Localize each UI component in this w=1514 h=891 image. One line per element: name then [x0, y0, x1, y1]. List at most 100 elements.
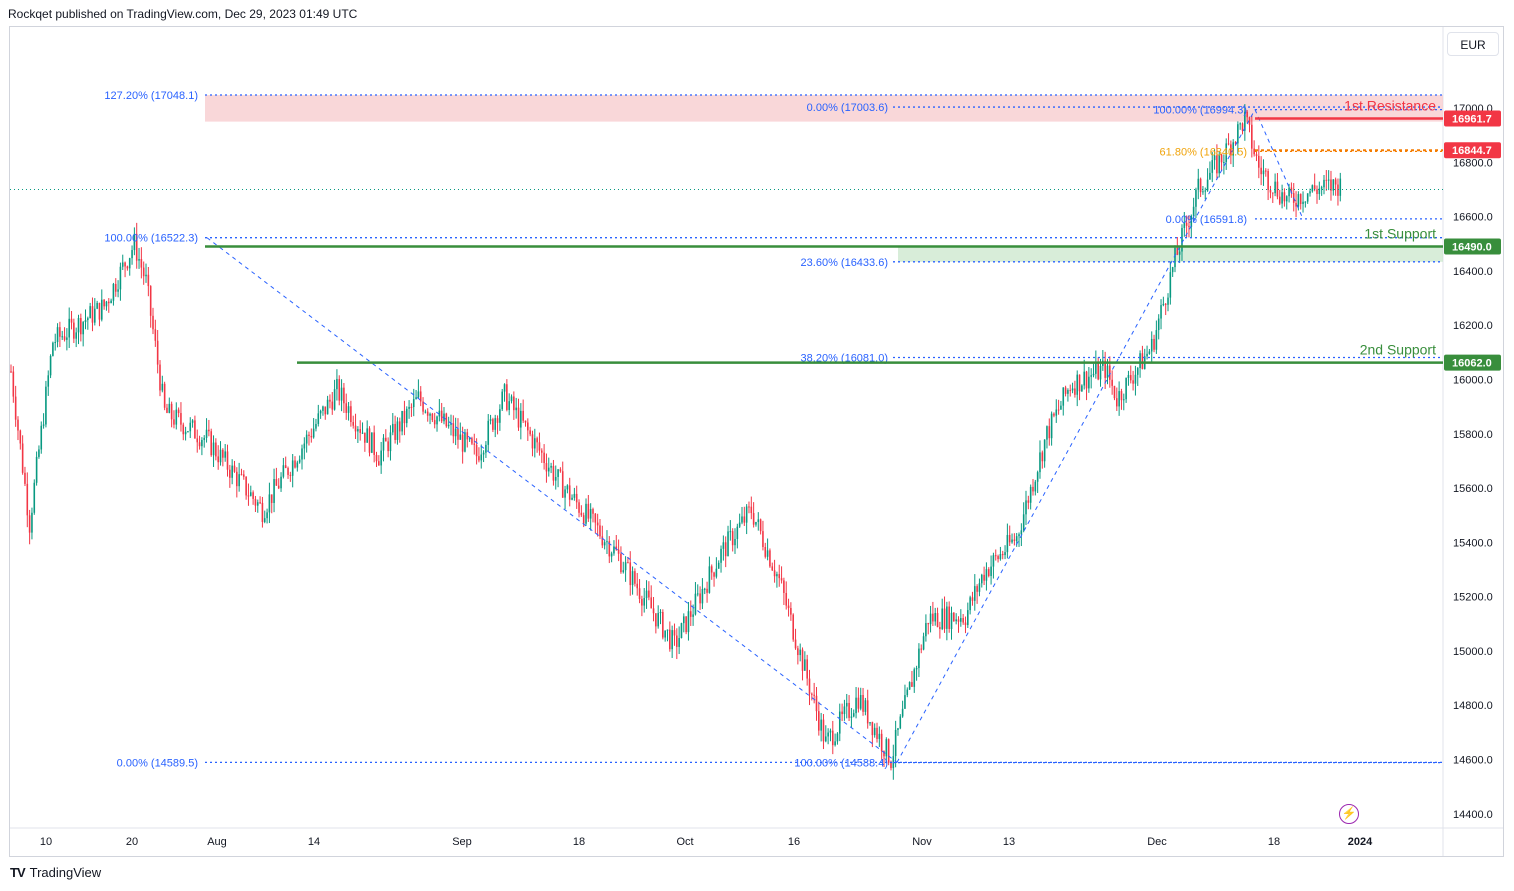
- candle-body: [1325, 179, 1328, 181]
- candle-body: [35, 456, 38, 483]
- candle-body: [475, 444, 478, 457]
- candle-body: [1288, 187, 1290, 197]
- candle-body: [387, 441, 389, 452]
- candle-body: [1199, 178, 1202, 193]
- candle-body: [1295, 202, 1297, 207]
- candle-body: [1318, 188, 1321, 195]
- candle-body: [953, 612, 955, 622]
- price-badge-label: 16062.0: [1452, 358, 1492, 370]
- candle-body: [1129, 375, 1132, 381]
- candle-body: [63, 336, 66, 340]
- candle-body: [1332, 179, 1335, 191]
- candle-body: [177, 409, 180, 414]
- candle-body: [980, 574, 983, 584]
- candle-body: [645, 590, 648, 599]
- candle-body: [748, 506, 750, 508]
- fib-label: 100.00% (16994.3): [1153, 105, 1247, 117]
- candle-body: [89, 306, 91, 319]
- candle-body: [955, 619, 957, 622]
- candle-body: [1092, 373, 1095, 376]
- x-tick-label: Dec: [1147, 836, 1167, 848]
- candle-body: [1190, 215, 1193, 227]
- candle-body: [1109, 365, 1111, 380]
- candle-body: [794, 639, 797, 649]
- fib-trendline: [206, 237, 898, 763]
- candle-body: [797, 648, 799, 656]
- candle-body: [759, 519, 762, 532]
- candle-body: [957, 619, 960, 622]
- candle-body: [568, 485, 571, 500]
- candle-body: [599, 525, 601, 537]
- candle-body: [96, 302, 98, 309]
- candle-body: [482, 452, 485, 455]
- candle-body: [1097, 362, 1099, 380]
- candle-body: [187, 431, 189, 433]
- candle-body: [627, 562, 629, 564]
- candle-body: [380, 450, 382, 466]
- candle-body: [799, 649, 801, 656]
- candle-body: [1302, 201, 1304, 204]
- candle-body: [1055, 409, 1058, 416]
- candle-body: [736, 526, 739, 539]
- candle-body: [454, 428, 457, 437]
- candle-body: [1167, 297, 1169, 305]
- candle-body: [608, 541, 611, 557]
- candle-body: [943, 608, 946, 629]
- candle-body: [717, 562, 720, 569]
- resistance-zone: [205, 94, 1443, 122]
- candle-body: [1262, 170, 1265, 175]
- candle-body: [226, 451, 229, 470]
- candle-body: [47, 375, 50, 387]
- candle-body: [1011, 539, 1013, 543]
- tradingview-mark-icon: TV: [10, 865, 26, 880]
- candle-body: [848, 702, 850, 718]
- candle-body: [906, 689, 909, 696]
- candle-body: [298, 459, 301, 463]
- candle-body: [820, 719, 822, 731]
- currency-button[interactable]: EUR: [1447, 32, 1499, 56]
- candle-body: [603, 542, 606, 546]
- candle-body: [412, 399, 415, 408]
- candle-body: [1104, 360, 1106, 378]
- candle-body: [1339, 178, 1342, 196]
- price-badge: [1444, 142, 1501, 159]
- y-tick-label: 16400.0: [1453, 266, 1493, 278]
- candle-body: [743, 516, 746, 523]
- candle-body: [862, 694, 864, 712]
- candle-body: [324, 406, 327, 415]
- x-tick-label: 2024: [1348, 836, 1373, 848]
- flash-icon[interactable]: ⚡: [1339, 804, 1359, 824]
- candle-body: [834, 741, 836, 746]
- candle-body: [459, 434, 462, 440]
- candle-body: [876, 727, 878, 739]
- candle-body: [1213, 155, 1216, 161]
- candle-body: [203, 437, 206, 440]
- candle-body: [1223, 162, 1225, 164]
- candle-body: [135, 233, 138, 261]
- candle-body: [359, 429, 361, 433]
- candle-body: [1004, 552, 1006, 556]
- candle-body: [173, 419, 175, 425]
- candle-body: [117, 289, 119, 292]
- tradingview-logo[interactable]: TV TradingView: [10, 865, 101, 880]
- candle-body: [352, 422, 355, 426]
- candle-body: [1178, 251, 1181, 255]
- candle-body: [731, 531, 734, 546]
- candle-body: [410, 406, 413, 408]
- fib-trendline: [896, 109, 1256, 763]
- candle-body: [240, 474, 243, 476]
- candle-body: [329, 399, 331, 402]
- candle-body: [778, 574, 781, 579]
- y-tick-label: 15600.0: [1453, 483, 1493, 495]
- candle-body: [1036, 472, 1039, 482]
- candle-body: [615, 546, 618, 550]
- candle-body: [464, 432, 466, 452]
- candle-body: [699, 593, 701, 604]
- candle-body: [170, 403, 173, 420]
- candle-body: [1118, 391, 1120, 407]
- candle-body: [1248, 117, 1251, 125]
- candle-body: [1018, 534, 1020, 537]
- candle-body: [371, 432, 373, 453]
- candle-body: [189, 422, 192, 432]
